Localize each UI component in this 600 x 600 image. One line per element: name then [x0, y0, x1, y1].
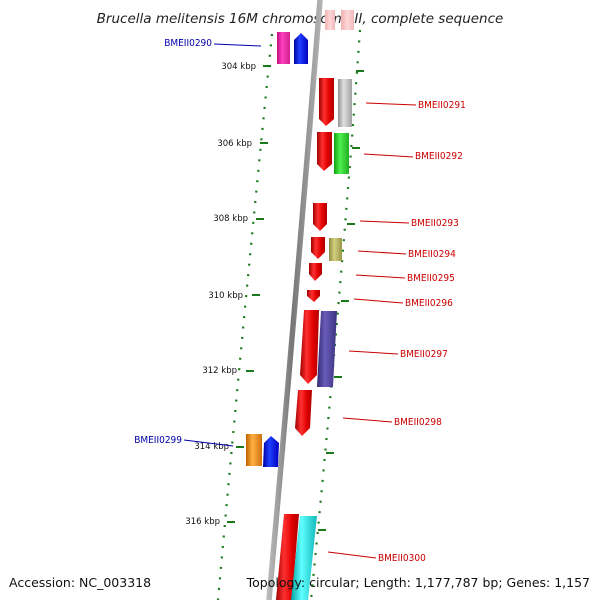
tick-label: 312 kbp	[202, 366, 237, 376]
gene-label: BMEII0295	[407, 273, 455, 284]
gene-arrow	[319, 78, 334, 126]
gene-arrow	[313, 203, 327, 231]
tick-label: 308 kbp	[213, 214, 248, 224]
gene-label: BMEII0292	[415, 151, 463, 162]
gene-arrow	[311, 237, 325, 259]
chromosome-backbone	[266, 0, 323, 600]
gene-block	[277, 32, 290, 64]
gene-arrow	[294, 33, 308, 64]
gene-label: BMEII0291	[418, 100, 466, 111]
gene-arrow	[309, 263, 322, 281]
gene-label: BMEII0294	[408, 249, 456, 260]
gene-arrow	[307, 290, 320, 302]
gene-block	[276, 514, 299, 600]
tick-label: 316 kbp	[185, 517, 220, 527]
tick-label: 314 kbp	[194, 442, 229, 452]
gene-arrow	[263, 436, 279, 467]
gene-label: BMEII0293	[411, 218, 459, 229]
tick-label: 310 kbp	[208, 291, 243, 301]
map-title: Brucella melitensis 16M chromosome II, c…	[97, 11, 504, 27]
gene-block	[338, 79, 352, 127]
gene-label-leaders	[183, 43, 417, 559]
gene-block	[329, 238, 342, 261]
gene-block	[334, 133, 349, 174]
gene-label: BMEII0290	[164, 38, 212, 49]
gene-label: BMEII0297	[400, 349, 448, 360]
tick-label: 304 kbp	[221, 62, 256, 72]
accession-label: Accession: NC_003318	[9, 575, 151, 590]
gene-label: BMEII0296	[405, 298, 453, 309]
gene-block-faint	[325, 10, 335, 30]
gene-blocks	[246, 32, 352, 600]
gene-label: BMEII0300	[378, 553, 426, 564]
gene-arrow	[317, 132, 332, 171]
gene-block	[317, 311, 337, 387]
gene-block-faint	[341, 10, 354, 30]
gene-labels: BMEII0290 BMEII0291 BMEII0292 BMEII0293 …	[134, 38, 466, 564]
gene-arrow	[300, 310, 319, 384]
gene-block	[246, 434, 262, 466]
outer-ruler-dots	[216, 33, 274, 600]
inner-ruler-ticks	[318, 70, 364, 531]
gene-block	[291, 516, 317, 600]
scale-ticks: 304 kbp 306 kbp 308 kbp 310 kbp 312 kbp …	[185, 62, 271, 527]
topology-summary: Topology: circular; Length: 1,177,787 bp…	[246, 575, 590, 590]
gene-label: BMEII0298	[394, 417, 442, 428]
gene-label: BMEII0299	[134, 435, 182, 446]
tick-label: 306 kbp	[217, 139, 252, 149]
gene-arrow	[295, 390, 312, 436]
